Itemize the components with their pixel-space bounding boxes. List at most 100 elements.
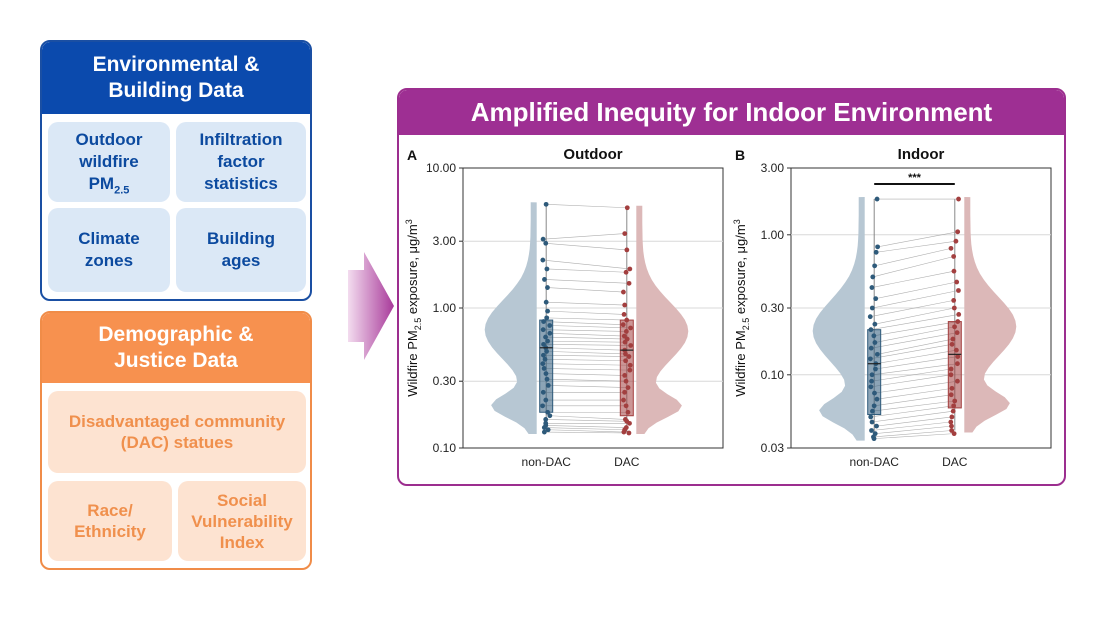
point-non-dac	[873, 296, 879, 302]
point-non-dac	[543, 201, 549, 207]
pair-line	[543, 329, 627, 332]
pair-line	[873, 430, 952, 438]
pair-line	[876, 416, 952, 427]
pair-line	[870, 300, 954, 317]
significance-label: ***	[908, 172, 922, 184]
env-title-line1: Environmental &	[92, 53, 260, 76]
dac-status-tile: Disadvantaged community (DAC) statues	[48, 391, 306, 473]
pair-line	[870, 314, 959, 330]
pair-line	[547, 310, 625, 315]
y-tick-label: 0.10	[761, 368, 785, 382]
tile-text: Vulnerability	[191, 511, 293, 531]
tile-text: statistics	[204, 174, 278, 193]
race-ethnicity-tile: Race/Ethnicity	[48, 481, 172, 561]
y-tick-label: 1.00	[433, 301, 457, 315]
pair-line	[545, 419, 627, 422]
point-dac	[623, 269, 629, 275]
x-tick-label: non-DAC	[850, 455, 900, 469]
point-dac	[621, 312, 627, 317]
point-dac	[621, 289, 626, 295]
x-tick-label: DAC	[614, 455, 640, 469]
point-dac	[949, 423, 954, 429]
pair-line	[547, 287, 624, 293]
flow-arrow-icon	[348, 252, 394, 360]
pair-line	[871, 332, 958, 349]
tile-text: wildfire	[79, 152, 139, 171]
point-non-dac	[869, 419, 875, 425]
point-dac	[951, 431, 957, 437]
point-dac	[953, 238, 959, 244]
y-tick-label: 1.00	[761, 228, 785, 242]
pair-line	[874, 326, 955, 343]
tile-text: zones	[84, 251, 134, 270]
y-axis-label-rest: exposure, μg/m	[405, 224, 420, 317]
tile-text: Infiltration	[199, 130, 283, 149]
y-axis-label-rest: exposure, μg/m	[733, 224, 748, 317]
pair-line	[545, 347, 625, 351]
point-dac	[951, 305, 957, 311]
point-dac	[951, 297, 957, 303]
pair-line	[870, 374, 952, 388]
y-tick-label: 10.00	[426, 161, 456, 175]
point-non-dac	[545, 285, 550, 290]
point-non-dac	[871, 436, 877, 442]
tile-text: Disadvantaged community	[68, 412, 286, 431]
pair-line	[544, 431, 629, 434]
point-non-dac	[874, 196, 880, 202]
point-non-dac	[867, 314, 873, 320]
pair-line	[545, 242, 627, 251]
tile-text: Building	[207, 229, 275, 248]
pair-line	[545, 373, 625, 376]
pair-line	[875, 281, 957, 299]
point-non-dac	[873, 249, 879, 255]
tile-text: (DAC) statues	[120, 433, 234, 452]
chart-title: Indoor	[898, 146, 945, 163]
box-non-dac	[867, 329, 882, 416]
point-non-dac	[545, 427, 551, 433]
y-axis-label: Wildfire PM2.5 exposure, μg/m3	[404, 219, 423, 396]
y-tick-label: 3.00	[433, 234, 457, 248]
point-dac	[948, 245, 954, 251]
point-non-dac	[874, 423, 879, 429]
point-dac	[955, 229, 961, 235]
pair-line	[543, 344, 631, 346]
pair-line	[546, 268, 627, 273]
pair-line	[871, 363, 958, 376]
pair-line	[872, 290, 959, 309]
pair-line	[872, 400, 955, 412]
social-vulnerability-tile: Social Vulnerability Index	[178, 481, 306, 561]
building-ages-tile: Building ages	[176, 208, 306, 292]
pair-line	[547, 378, 627, 382]
x-tick-label: non-DAC	[522, 455, 572, 469]
point-dac	[626, 280, 632, 286]
x-tick-label: DAC	[942, 455, 968, 469]
pair-line	[548, 385, 629, 388]
pair-line	[874, 433, 955, 439]
point-non-dac	[543, 240, 549, 246]
demographic-justice-panel: Demographic & Justice Data Disadvantaged …	[40, 311, 312, 570]
y-axis-label-sub: 2.5	[413, 318, 423, 331]
tile-text: factor	[217, 152, 265, 171]
pair-line	[544, 368, 630, 371]
pair-line	[546, 301, 625, 306]
tile-text: Ethnicity	[74, 522, 146, 541]
pair-line	[874, 380, 958, 394]
pair-line	[876, 240, 956, 253]
pair-line	[871, 368, 952, 382]
pair-line	[543, 354, 629, 357]
violin-non-dac	[812, 197, 865, 441]
point-dac	[624, 205, 630, 211]
pair-line	[549, 332, 625, 337]
pair-line	[875, 425, 952, 434]
point-non-dac	[869, 285, 875, 290]
point-dac	[624, 247, 630, 253]
point-non-dac	[544, 266, 550, 272]
tile-text: Climate	[78, 229, 140, 248]
pair-line	[546, 351, 626, 355]
y-axis-label-sup: 3	[404, 219, 414, 224]
pair-line	[870, 405, 954, 418]
tile-text: ages	[221, 251, 261, 270]
point-non-dac	[542, 277, 547, 282]
pair-line	[872, 256, 954, 278]
point-dac	[954, 279, 960, 285]
